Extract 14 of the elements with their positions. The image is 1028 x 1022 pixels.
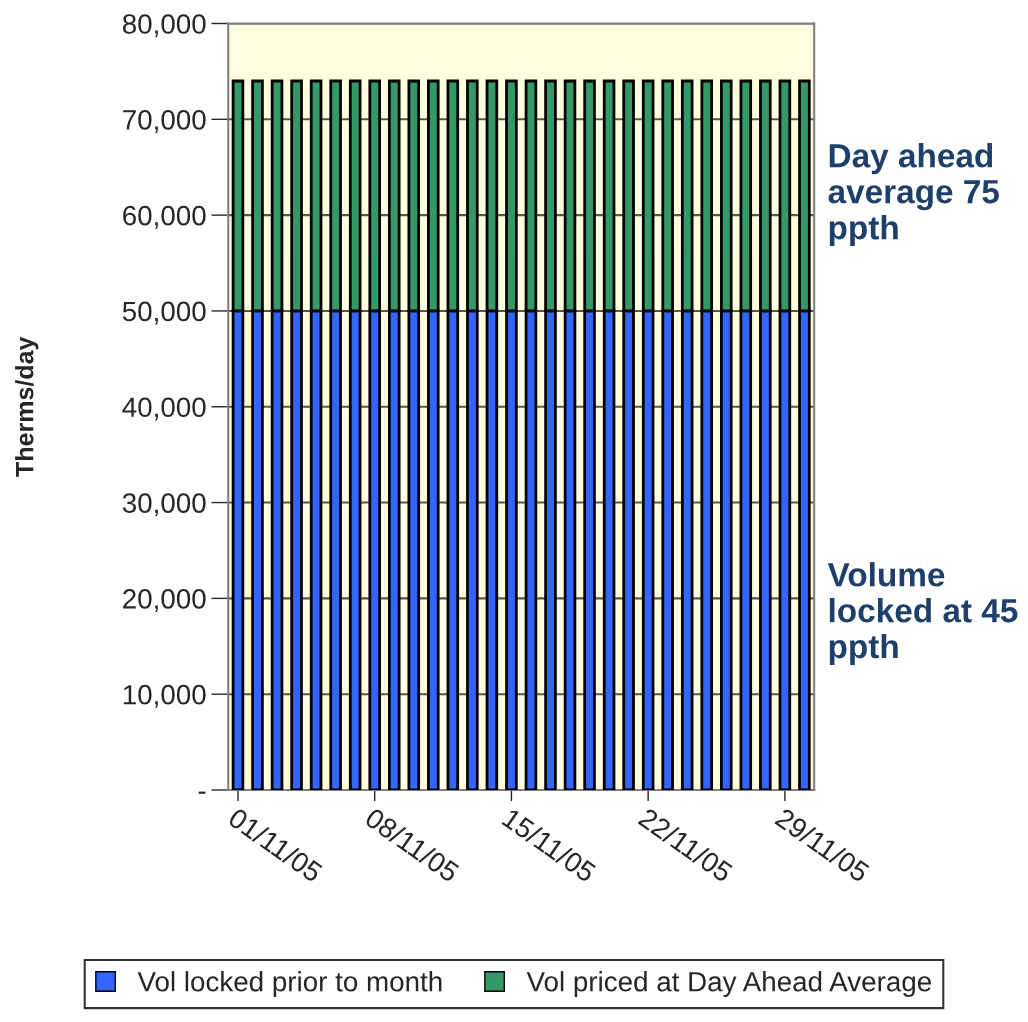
y-tick-label: 80,000 — [122, 14, 206, 38]
y-axis-title: Therms/day — [15, 336, 39, 477]
text: Day ahead average 75 ppth — [828, 143, 999, 247]
y-tick-label: 20,000 — [123, 589, 206, 612]
y-tick-label: 30,000 — [122, 493, 206, 517]
legend-label: Vol locked prior to month — [137, 971, 442, 997]
y-tick-label: 10,000 — [123, 684, 206, 708]
y-tick-label: 60,000 — [123, 205, 206, 229]
text: Volume locked at 45 ppth — [827, 562, 1018, 665]
y-tick-label: 40,000 — [122, 397, 206, 421]
y-tick-label: - — [198, 791, 206, 794]
y-tick-label: 70,000 — [123, 109, 206, 133]
legend-label: Vol priced at Day Ahead Average — [526, 971, 931, 997]
y-tick-label: 50,000 — [122, 301, 206, 325]
